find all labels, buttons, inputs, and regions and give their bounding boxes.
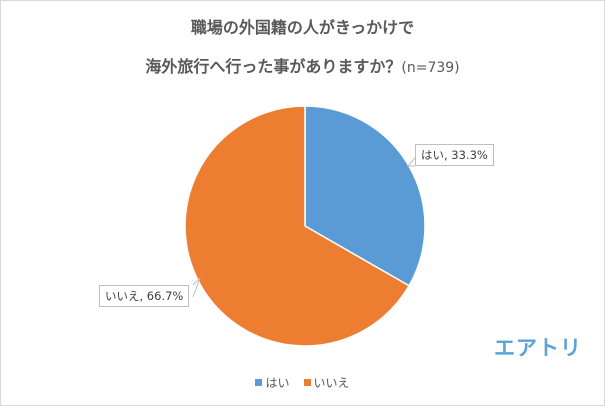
- legend-item-yes[interactable]: はい: [255, 374, 290, 391]
- callout-pointer-yes: [406, 157, 416, 167]
- callout-pointer-no: [192, 277, 201, 298]
- legend-swatch-yes: [255, 379, 263, 386]
- legend-label-no: いいえ: [313, 376, 350, 390]
- pie-slice-no[interactable]: [184, 105, 411, 347]
- brand-logo: エアトリ: [494, 336, 582, 360]
- legend: はい いいえ: [0, 374, 605, 391]
- sample-size: (n=739): [401, 60, 460, 76]
- legend-label-yes: はい: [265, 376, 290, 390]
- chart-title-line1: 職場の外国籍の人がきっかけで: [190, 18, 415, 37]
- chart-title-line2: 海外旅行へ行った事がありますか？(n=739): [0, 53, 605, 77]
- data-label-no: いいえ, 66.7%: [99, 285, 190, 307]
- data-label-yes: はい, 33.3%: [415, 144, 494, 166]
- legend-swatch-no: [303, 379, 311, 386]
- chart-title-question: 海外旅行へ行った事がありますか？: [145, 57, 402, 76]
- legend-item-no[interactable]: いいえ: [303, 374, 350, 391]
